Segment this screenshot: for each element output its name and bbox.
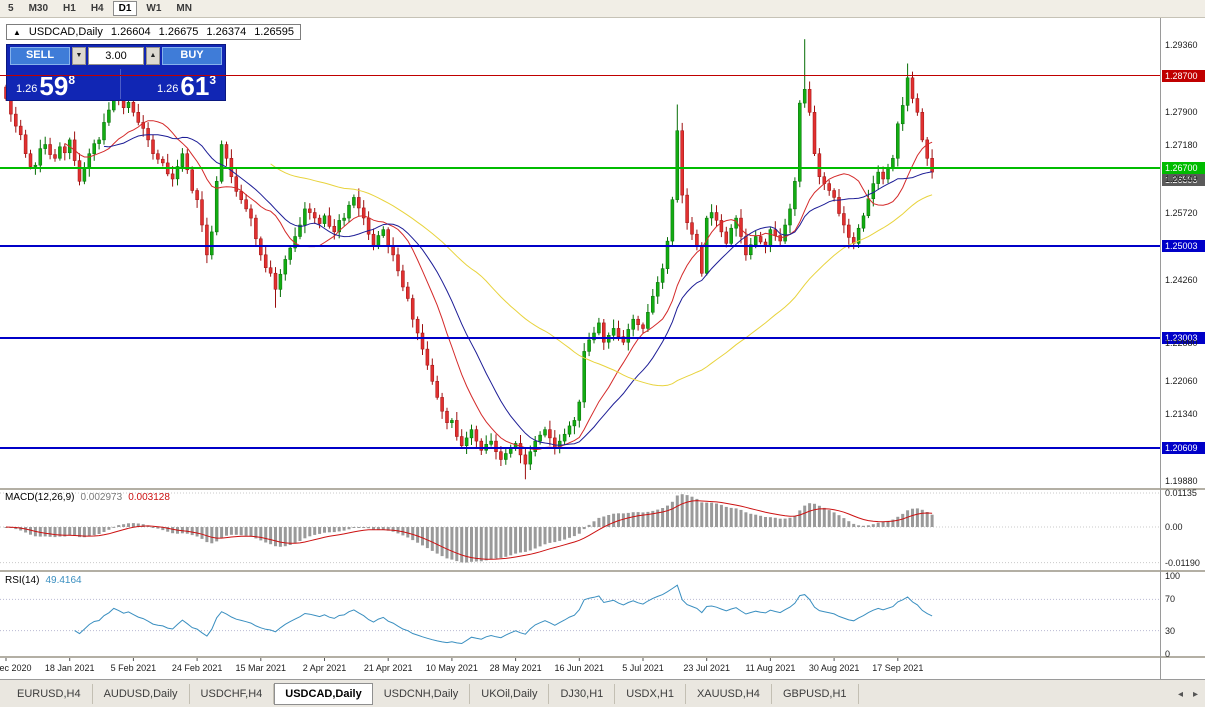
- ohlc-high: 1.26675: [158, 26, 199, 38]
- chart-tab-ukoil-daily[interactable]: UKOil,Daily: [470, 683, 550, 704]
- volume-decrease-button[interactable]: ▼: [72, 47, 86, 66]
- chart-tab-audusd-daily[interactable]: AUDUSD,Daily: [93, 683, 190, 704]
- chart-tab-usdcad-daily[interactable]: USDCAD,Daily: [274, 682, 373, 705]
- ask-price: 1.26 61 3: [156, 71, 216, 101]
- rsi-dateaxis-splitter: [0, 656, 1205, 658]
- timeframe-button-h4[interactable]: H4: [90, 3, 104, 14]
- chart-tab-usdchf-h4[interactable]: USDCHF,H4: [190, 683, 275, 704]
- timeframe-button-d1[interactable]: D1: [112, 1, 138, 16]
- bid-price: 1.26 59 8: [16, 71, 76, 101]
- volume-input[interactable]: [88, 47, 144, 66]
- timeframe-button-h1[interactable]: H1: [63, 3, 76, 14]
- timeframe-button-5[interactable]: 5: [8, 3, 14, 14]
- ohlc-close: 1.26595: [254, 26, 294, 38]
- ask-big-digits: 61: [180, 71, 210, 101]
- chart-tab-usdcnh-daily[interactable]: USDCNH,Daily: [373, 683, 471, 704]
- ask-pip-digit: 3: [209, 73, 216, 87]
- rsi-name: RSI(14): [5, 575, 40, 586]
- bid-pip-digit: 8: [68, 73, 76, 87]
- spinner-down-icon: ▼: [75, 52, 83, 60]
- chart-tab-dj30-h1[interactable]: DJ30,H1: [549, 683, 616, 704]
- ask-prefix: 1.26: [156, 83, 179, 95]
- chart-ohlc-header: ▲ USDCAD,Daily 1.26604 1.26675 1.26374 1…: [6, 24, 301, 40]
- macd-main-value: 0.002973: [80, 492, 123, 503]
- ohlc-low: 1.26374: [206, 26, 247, 38]
- main-macd-splitter[interactable]: [0, 488, 1205, 490]
- chart-tabs-bar: EURUSD,H4 AUDUSD,Daily USDCHF,H4 USDCAD,Dai…: [0, 679, 1205, 707]
- tab-scroll-left-icon[interactable]: ◂: [1177, 688, 1183, 700]
- spinner-up-icon: ▲: [149, 52, 157, 60]
- tab-scroll-right-icon[interactable]: ▸: [1192, 688, 1198, 700]
- chart-tab-gbpusd-h1[interactable]: GBPUSD,H1: [772, 683, 859, 704]
- timeframe-button-m30[interactable]: M30: [28, 3, 49, 14]
- ohlc-open: 1.26604: [110, 26, 151, 38]
- chart-tab-eurusd-h4[interactable]: EURUSD,H4: [6, 683, 93, 704]
- tab-scrollers: ◂ ▸: [1175, 680, 1201, 707]
- macd-indicator-header: MACD(12,26,9) 0.002973 0.003128: [5, 492, 170, 503]
- bid-ask-row: 1.26 59 8 1.26 61 3: [10, 67, 222, 101]
- macd-name: MACD(12,26,9): [5, 492, 75, 503]
- one-click-trading-panel: SELL ▼ ▲ BUY 1.26 59 8 1.26 61 3: [6, 44, 226, 101]
- symbol-direction-icon: ▲: [13, 27, 21, 37]
- macd-rsi-splitter[interactable]: [0, 570, 1205, 572]
- rsi-indicator-header: RSI(14) 49.4164: [5, 575, 82, 586]
- chart-tab-usdx-h1[interactable]: USDX,H1: [615, 683, 686, 704]
- bid-ask-divider: [120, 69, 121, 99]
- bid-prefix: 1.26: [16, 83, 38, 95]
- chart-tab-xauusd-h4[interactable]: XAUUSD,H4: [686, 683, 772, 704]
- timeframe-button-mn[interactable]: MN: [176, 3, 192, 14]
- price-axis-divider: [1160, 18, 1161, 679]
- buy-button[interactable]: BUY: [162, 47, 222, 66]
- bid-big-digits: 59: [39, 71, 69, 101]
- volume-increase-button[interactable]: ▲: [146, 47, 160, 66]
- macd-signal-value: 0.003128: [128, 492, 170, 503]
- trade-controls-row: SELL ▼ ▲ BUY: [10, 47, 222, 66]
- sell-button[interactable]: SELL: [10, 47, 70, 66]
- timeframe-toolbar: 5 M30 H1 H4 D1 W1 MN: [0, 0, 1205, 18]
- chart-symbol-label: USDCAD,Daily: [28, 26, 103, 38]
- rsi-value: 49.4164: [45, 575, 82, 586]
- timeframe-button-w1[interactable]: W1: [146, 3, 162, 14]
